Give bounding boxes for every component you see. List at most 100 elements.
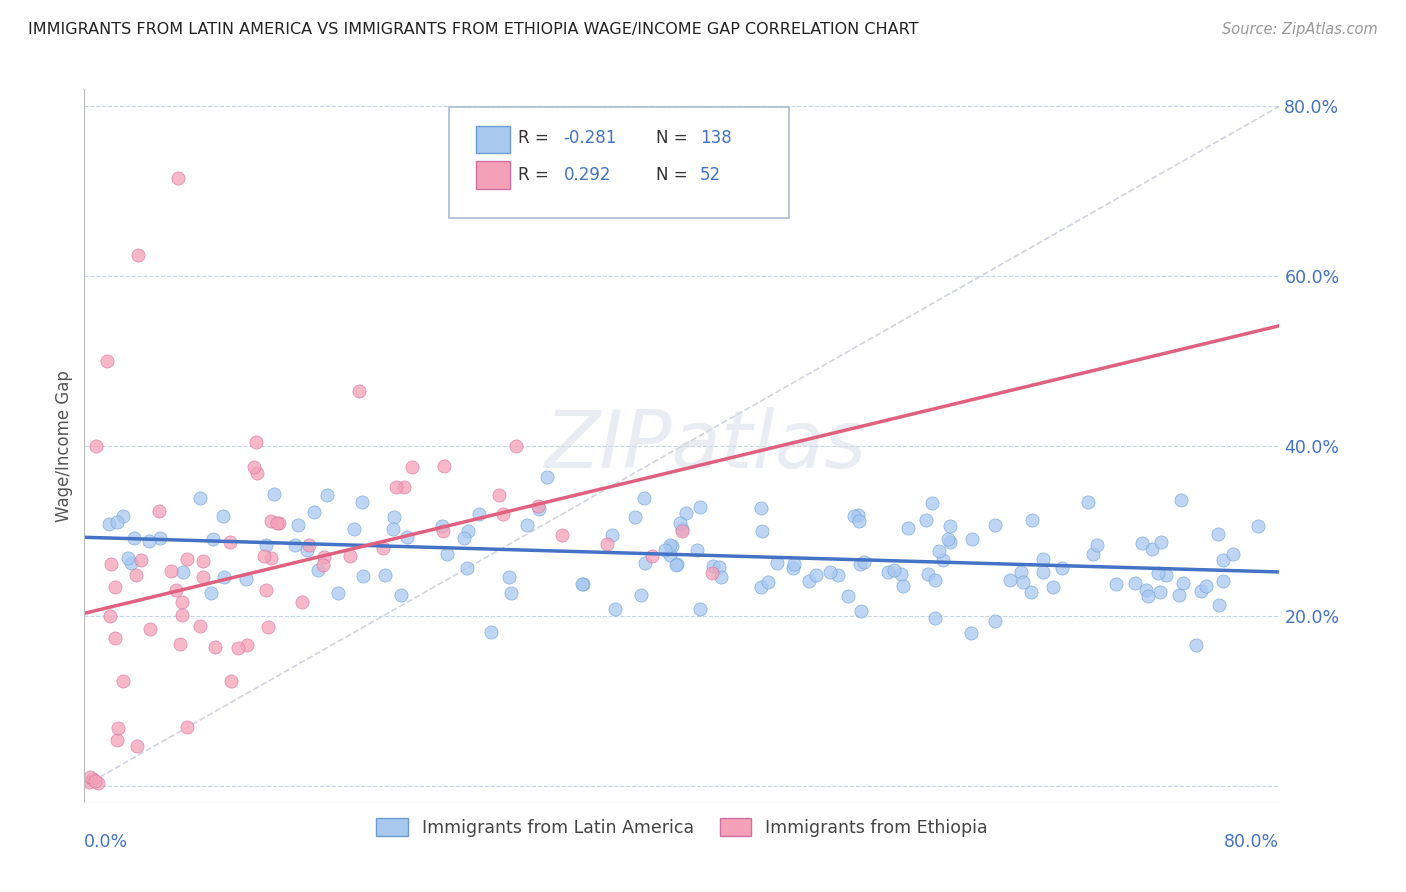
Point bbox=[107, 721, 129, 735]
Point bbox=[492, 507, 515, 521]
Point bbox=[1222, 547, 1244, 561]
Point bbox=[665, 558, 688, 572]
Point bbox=[928, 544, 950, 558]
Point bbox=[654, 542, 676, 557]
Point bbox=[675, 506, 697, 520]
Text: ZIPatlas: ZIPatlas bbox=[544, 407, 868, 485]
Point bbox=[1000, 573, 1022, 587]
Point bbox=[245, 435, 267, 450]
Point bbox=[938, 519, 960, 533]
Point bbox=[837, 590, 859, 604]
Point bbox=[984, 614, 1007, 628]
Text: R =: R = bbox=[519, 166, 554, 184]
FancyBboxPatch shape bbox=[477, 161, 510, 189]
Point bbox=[165, 583, 187, 598]
Point bbox=[551, 528, 574, 542]
Text: N =: N = bbox=[655, 128, 693, 146]
Point bbox=[1246, 519, 1268, 533]
Point bbox=[107, 733, 129, 747]
Text: IMMIGRANTS FROM LATIN AMERICA VS IMMIGRANTS FROM ETHIOPIA WAGE/INCOME GAP CORREL: IMMIGRANTS FROM LATIN AMERICA VS IMMIGRA… bbox=[28, 22, 918, 37]
Point bbox=[891, 579, 914, 593]
Point bbox=[352, 495, 374, 509]
Point bbox=[104, 631, 127, 645]
Point bbox=[467, 508, 489, 522]
Point bbox=[842, 509, 865, 524]
Point bbox=[170, 595, 193, 609]
Point bbox=[139, 622, 162, 636]
Point bbox=[700, 566, 723, 581]
Point bbox=[1212, 574, 1234, 588]
Point bbox=[1010, 565, 1032, 579]
Point bbox=[287, 518, 309, 533]
Point bbox=[806, 567, 828, 582]
Point bbox=[669, 516, 692, 530]
Point bbox=[799, 574, 821, 588]
Point bbox=[671, 522, 693, 536]
Point bbox=[120, 556, 142, 570]
Point bbox=[488, 488, 510, 502]
Point bbox=[176, 552, 198, 566]
Point bbox=[243, 460, 266, 475]
Point bbox=[634, 556, 657, 570]
Point bbox=[849, 557, 872, 571]
Point bbox=[658, 549, 681, 563]
Point bbox=[191, 554, 214, 568]
Point bbox=[630, 588, 652, 602]
Point bbox=[603, 602, 626, 616]
Point bbox=[1042, 580, 1064, 594]
Point bbox=[846, 508, 869, 523]
Point bbox=[396, 530, 419, 544]
Point bbox=[671, 524, 693, 538]
Point bbox=[127, 248, 149, 262]
Point bbox=[392, 480, 415, 494]
Point bbox=[1149, 585, 1171, 599]
Point bbox=[401, 459, 423, 474]
Point bbox=[235, 572, 257, 586]
Point bbox=[707, 559, 730, 574]
Point bbox=[83, 773, 105, 788]
Point bbox=[436, 548, 458, 562]
Point bbox=[226, 640, 249, 655]
Point bbox=[456, 561, 478, 575]
Point bbox=[853, 555, 876, 569]
Point bbox=[689, 500, 711, 514]
Y-axis label: Wage/Income Gap: Wage/Income Gap bbox=[55, 370, 73, 522]
Point bbox=[96, 354, 118, 368]
Point bbox=[188, 491, 211, 506]
Point bbox=[479, 625, 502, 640]
Text: N =: N = bbox=[655, 166, 693, 184]
Point bbox=[571, 577, 593, 591]
Text: -0.281: -0.281 bbox=[564, 128, 617, 146]
Point bbox=[200, 586, 222, 600]
Point bbox=[254, 538, 277, 552]
Point bbox=[641, 549, 664, 564]
Text: 80.0%: 80.0% bbox=[1225, 832, 1279, 851]
Point bbox=[284, 538, 307, 552]
Point bbox=[883, 562, 905, 576]
Point bbox=[600, 528, 623, 542]
Point bbox=[201, 532, 224, 546]
Point bbox=[1050, 561, 1073, 575]
Point bbox=[633, 491, 655, 506]
Point bbox=[212, 509, 235, 524]
Point bbox=[1195, 579, 1218, 593]
Point bbox=[191, 570, 214, 584]
Point bbox=[572, 576, 595, 591]
Point bbox=[149, 531, 172, 545]
Point bbox=[82, 772, 104, 786]
Point bbox=[79, 770, 101, 784]
Point bbox=[1021, 512, 1043, 526]
Text: 138: 138 bbox=[700, 128, 731, 146]
Point bbox=[623, 510, 645, 524]
Point bbox=[77, 774, 100, 789]
Point bbox=[938, 534, 960, 549]
Point bbox=[1208, 598, 1230, 612]
Point bbox=[98, 517, 121, 532]
Point bbox=[1206, 527, 1229, 541]
Point bbox=[749, 581, 772, 595]
Point bbox=[1167, 588, 1189, 602]
Point bbox=[1135, 582, 1157, 597]
Point bbox=[749, 501, 772, 516]
Point bbox=[924, 610, 946, 624]
Point bbox=[689, 602, 711, 616]
